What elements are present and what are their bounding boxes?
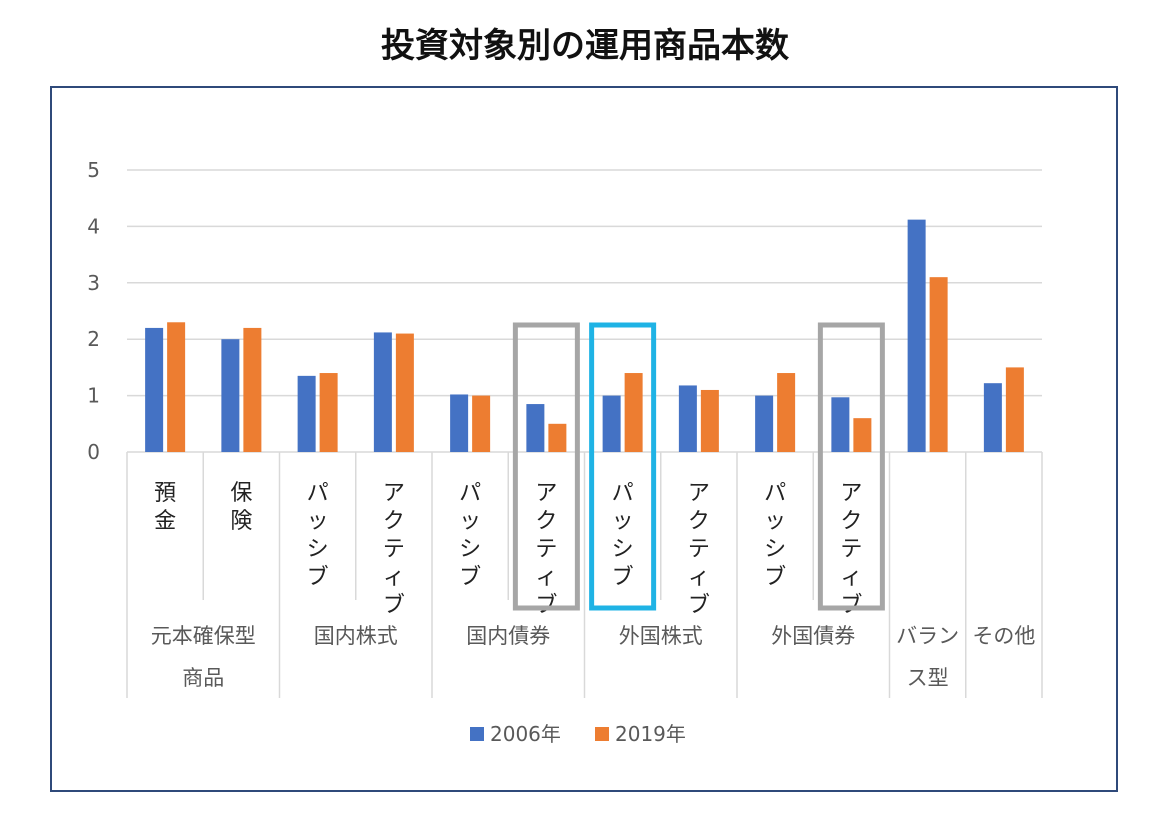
group-label: 元本確保型 [151, 624, 256, 648]
bar-series2 [548, 423, 567, 452]
category-label: パ [307, 481, 329, 506]
group-label: 商品 [182, 666, 224, 690]
bar-series2 [1005, 367, 1024, 452]
category-label: ィ [840, 565, 862, 590]
category-label: テ [383, 537, 405, 562]
bar-series2 [929, 277, 948, 452]
bar-series2 [472, 395, 491, 452]
category-label: ア [688, 481, 710, 506]
bar-series1 [221, 339, 240, 452]
category-label: テ [688, 537, 710, 562]
bar-series1 [983, 383, 1002, 452]
bar-series2 [624, 373, 643, 452]
bar-series1 [907, 219, 926, 452]
bar-series2 [853, 418, 872, 452]
bar-series2 [243, 327, 262, 452]
category-label: パ [764, 481, 786, 506]
category-label: 預 [154, 481, 176, 506]
category-label: ブ [459, 565, 481, 590]
highlight-box [817, 322, 885, 611]
y-tick-label: 3 [87, 271, 100, 295]
bar-series2 [777, 373, 796, 452]
category-label: ィ [688, 565, 710, 590]
bar-series1 [678, 385, 697, 452]
bar-series1 [526, 404, 545, 452]
category-label: テ [535, 537, 557, 562]
bar-series1 [831, 397, 850, 452]
category-label: パ [612, 481, 634, 506]
group-label: 国内債券 [466, 624, 550, 648]
page-title: 投資対象別の運用商品本数 [381, 26, 789, 66]
highlight-box [512, 322, 580, 611]
category-label: シ [307, 537, 329, 562]
category-label: 金 [154, 509, 176, 534]
group-label: 国内株式 [314, 624, 398, 648]
group-label: 外国株式 [619, 624, 703, 648]
category-label: パ [459, 481, 481, 506]
y-tick-label: 5 [87, 158, 100, 182]
bar-series1 [373, 332, 392, 452]
category-label: ッ [459, 509, 481, 534]
category-label: ク [535, 509, 557, 534]
group-label: その他 [972, 624, 1035, 648]
group-label: バラン [896, 624, 959, 648]
bar-series2 [700, 389, 719, 452]
bar-series1 [450, 394, 469, 452]
category-label: ブ [764, 565, 786, 590]
category-label: 険 [230, 509, 252, 534]
y-tick-label: 2 [87, 327, 100, 351]
category-label: ィ [535, 565, 557, 590]
category-label: ア [383, 481, 405, 506]
category-label: シ [612, 537, 634, 562]
bar-series2 [167, 322, 186, 452]
category-label: ブ [307, 565, 329, 590]
highlight-box [589, 322, 657, 611]
group-label: 外国債券 [771, 624, 855, 648]
category-label: テ [840, 537, 862, 562]
bar-series2 [395, 333, 414, 452]
category-label: ッ [307, 509, 329, 534]
legend-swatch [595, 727, 609, 741]
category-label: ブ [383, 593, 405, 618]
category-label: シ [459, 537, 481, 562]
group-label: ス型 [907, 666, 949, 690]
chart-frame [50, 86, 1118, 792]
legend-label: 2019年 [615, 722, 686, 746]
category-label: ア [840, 481, 862, 506]
y-tick-label: 1 [87, 384, 100, 408]
bar-series1 [602, 395, 621, 452]
category-label: ク [688, 509, 710, 534]
bar-series1 [755, 395, 774, 452]
legend-label: 2006年 [490, 722, 561, 746]
category-label: ブ [688, 593, 710, 618]
category-label: ク [840, 509, 862, 534]
y-tick-label: 4 [87, 214, 100, 238]
bar-series1 [145, 327, 164, 452]
category-label: ッ [764, 509, 786, 534]
category-label: ア [535, 481, 557, 506]
category-label: ク [383, 509, 405, 534]
category-label: ィ [383, 565, 405, 590]
category-label: ブ [612, 565, 634, 590]
y-tick-label: 0 [87, 440, 100, 464]
category-label: 保 [230, 481, 252, 506]
category-label: シ [764, 537, 786, 562]
legend-swatch [470, 727, 484, 741]
bar-series2 [319, 373, 338, 452]
bar-series1 [297, 375, 316, 452]
category-label: ッ [612, 509, 634, 534]
